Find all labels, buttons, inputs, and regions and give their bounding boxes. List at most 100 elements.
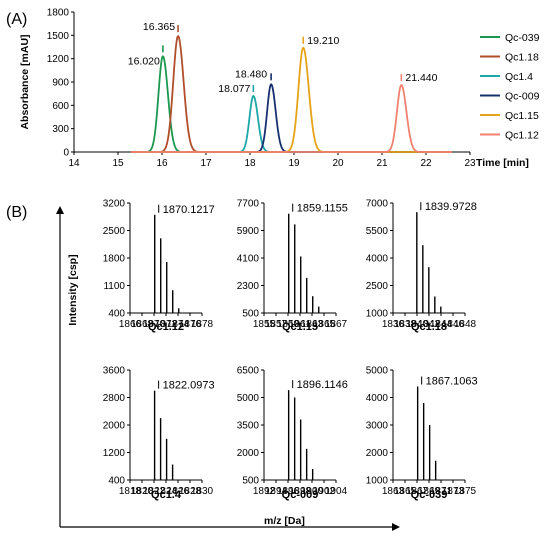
x-tick-label: 1820 [131,486,154,497]
y-tick-label: 1800 [103,254,126,265]
y-tick-label: 300 [52,124,69,135]
x-tick-label: 21 [376,158,388,169]
x-tick-label: 1902 [313,486,336,497]
x-tick-label: 1867 [325,319,348,330]
chromatogram-trace-qc1.12 [131,84,452,153]
y-tick-label: 0 [63,148,69,159]
x-tick-label: 1826 [167,486,190,497]
y-tick-label: 2800 [103,393,126,404]
x-tick-label: 20 [332,158,344,169]
x-tick-label: 1865 [313,319,336,330]
x-tick-label: 1824 [155,486,178,497]
mass-spectra-panel: Intensity [csp] m/z [Da] 400 1100 1800 2500 32… [56,199,478,531]
x-tick-label: 1855 [253,319,276,330]
x-tick-label: 1840 [406,319,429,330]
x-tick-label: 1865 [394,486,417,497]
spectrum-title: Qc1.12 [148,321,184,333]
chromatogram-trace-qc-039 [131,55,452,153]
spectrum-title: Qc-039 [411,489,448,501]
mass-spectrum-qc-039: 1000 2000 3000 4000 5000 18631865186718691871… [366,366,478,502]
spectrum-title: Qc1.15 [282,321,318,333]
y-tick-label: 2500 [103,226,126,237]
mono-peak-mz-label: 1870.1217 [163,204,215,216]
legend-label: Qc1.4 [505,71,533,83]
x-tick-label: 1863 [382,486,405,497]
x-tick-label: 1822 [143,486,166,497]
y-tick-label: 6500 [237,366,260,377]
x-tick-label: 1866 [119,319,142,330]
x-tick-label: 1828 [179,486,202,497]
x-tick-label: 1898 [289,486,312,497]
x-tick-label: 1874 [167,319,190,330]
legend-label: Qc1.12 [505,130,539,142]
peak-time-label: 21.440 [405,72,437,84]
y-tick-label: 3500 [237,421,260,432]
panel-a-label: (A) [6,11,27,28]
x-tick-label: 18 [244,158,256,169]
x-tick-label: 1836 [382,319,405,330]
y-tick-label: 2000 [103,421,126,432]
x-tick-label: 14 [68,158,80,169]
y-tick-label: 400 [108,476,125,487]
x-tick-label: 1857 [265,319,288,330]
y-tick-label: 1100 [103,281,125,292]
x-tick-label: 1869 [418,486,441,497]
peak-time-label: 18.480 [235,68,267,80]
x-tick-label: 16 [156,158,168,169]
mz-axis-arrowhead [392,523,400,531]
y-tick-label: 500 [242,309,259,320]
y-tick-label: 900 [52,78,69,89]
x-tick-label: 22 [420,158,432,169]
y-tick-label: 1500 [47,31,70,42]
y-tick-label: 600 [52,101,69,112]
x-tick-label: 23 [464,158,476,169]
y-tick-label: 7700 [237,199,260,210]
mono-peak-mz-label: 1896.1146 [297,379,348,391]
x-tick-label: 1894 [265,486,288,497]
y-tick-label: 500 [242,476,259,487]
mass-spectrum-qc1.4: 4001200200028003600181818201822182418261… [103,366,215,502]
y-tick-label: 1200 [103,448,126,459]
y-tick-label: 3000 [366,421,389,432]
x-axis-title: Time [min] [476,157,529,169]
x-tick-label: 1818 [119,486,142,497]
y-tick-label: 1000 [366,476,389,487]
x-tick-label: 1875 [454,486,477,497]
x-tick-label: 1876 [179,319,202,330]
x-tick-label: 1846 [442,319,465,330]
mz-axis-title: m/z [Da] [264,515,305,527]
x-tick-label: 1892 [253,486,276,497]
legend-label: Qc1.18 [505,52,539,64]
x-tick-label: 1878 [191,319,214,330]
x-tick-label: 1848 [454,319,477,330]
peak-time-label: 19.210 [307,35,339,47]
mono-peak-mz-label: 1859.1155 [297,203,348,215]
spectrum-title: Qc1.4 [151,489,182,501]
y-tick-label: 4100 [237,254,260,265]
x-tick-label: 1872 [155,319,178,330]
x-tick-label: 1842 [418,319,441,330]
y-tick-label: 400 [108,309,125,320]
y-tick-label: 2300 [237,281,260,292]
chromatogram-trace-qc1.15 [131,46,452,153]
mono-peak-mz-label: 1822.0973 [163,380,215,392]
x-tick-label: 1830 [191,486,214,497]
spectrum-title: Qc1.18 [411,321,447,333]
peak-time-label: 16.365 [143,21,175,33]
y-tick-label: 4000 [366,393,389,404]
x-tick-label: 1838 [394,319,417,330]
x-tick-label: 19 [288,158,300,169]
mass-spectrum-qc1.15: 5002300410059007700185518571859186118631… [237,199,348,334]
x-tick-label: 1900 [301,486,324,497]
legend-label: Qc1.15 [505,110,539,122]
x-tick-label: 1844 [430,319,453,330]
x-tick-label: 1868 [131,319,154,330]
y-tick-label: 3200 [103,199,126,210]
x-tick-label: 1863 [301,319,324,330]
y-axis-title: Absorbance [mAU] [19,34,31,129]
x-tick-label: 15 [112,158,124,169]
x-tick-label: 1867 [406,486,429,497]
peak-time-label: 16.020 [128,55,160,67]
legend-label: Qc-039 [505,32,540,44]
